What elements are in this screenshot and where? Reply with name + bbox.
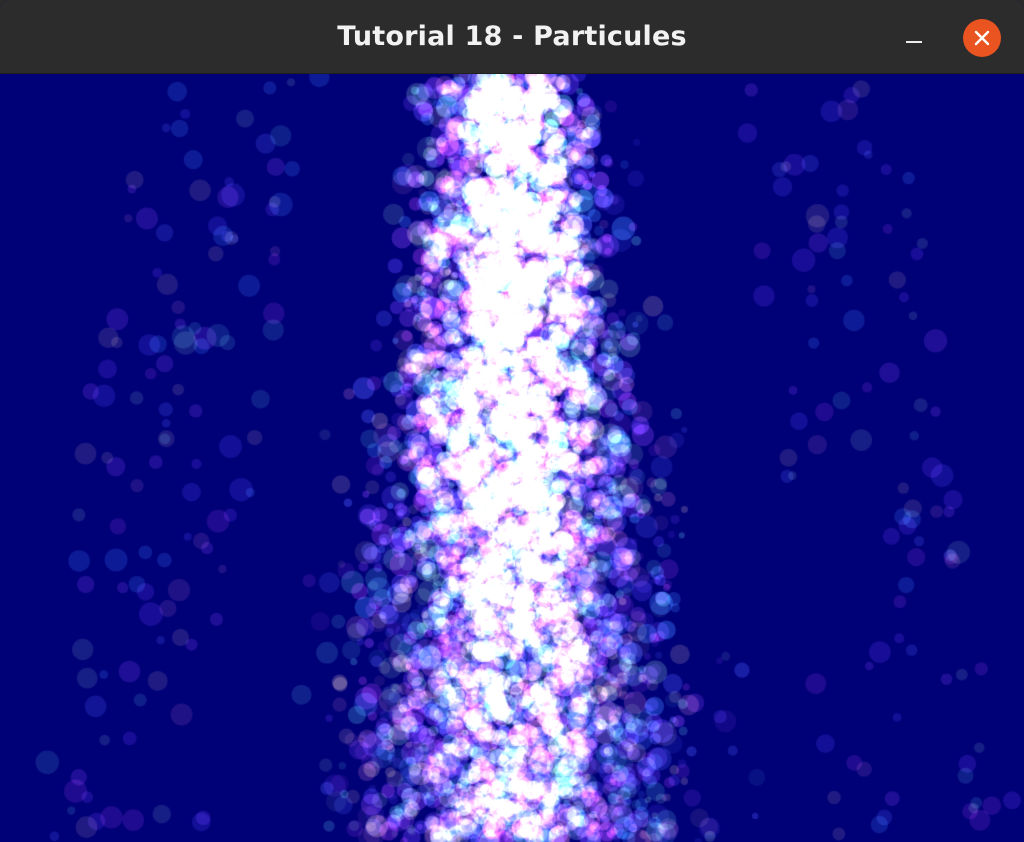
particle-canvas (0, 74, 1024, 842)
minimize-icon (906, 41, 922, 43)
render-viewport[interactable] (0, 74, 1024, 842)
title-bar[interactable]: Tutorial 18 - Particules (0, 0, 1024, 74)
close-button[interactable] (963, 19, 1001, 57)
minimize-button[interactable] (890, 20, 936, 56)
window-title: Tutorial 18 - Particules (337, 21, 687, 52)
close-icon (974, 30, 990, 46)
